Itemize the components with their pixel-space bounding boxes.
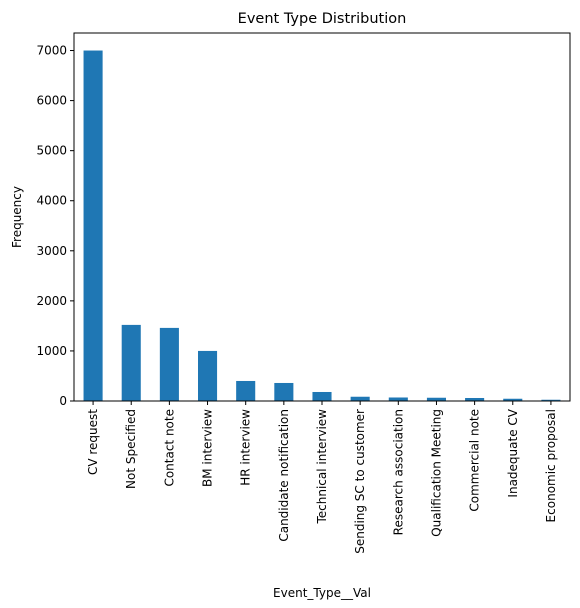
y-tick-label: 0 [59, 394, 67, 408]
x-tick-label: Commercial note [468, 409, 482, 512]
bar-qualification-meeting [426, 397, 446, 401]
x-tick-label: Contact note [162, 409, 176, 487]
x-axis-label: Event_Type__Val [273, 586, 371, 600]
x-tick-label: Sending SC to customer [353, 409, 367, 554]
bar-candidate-notification [274, 382, 294, 401]
x-tick-label: Economic proposal [544, 409, 558, 522]
bar-inadequate-cv [503, 398, 523, 401]
bar-contact-note [159, 327, 179, 401]
y-tick-label: 2000 [36, 294, 67, 308]
bar-bm-interview [198, 350, 218, 401]
bar-hr-interview [236, 380, 256, 401]
x-tick-label: Qualification Meeting [429, 409, 443, 537]
x-tick-label: HR interview [239, 409, 253, 486]
x-tick-label: Technical interview [315, 409, 329, 525]
y-tick-label: 4000 [36, 194, 67, 208]
y-tick-label: 1000 [36, 344, 67, 358]
x-tick-label: BM interview [201, 409, 215, 487]
y-axis-label: Frequency [10, 186, 24, 248]
x-tick-label: Candidate notification [277, 409, 291, 542]
x-tick-label: Inadequate CV [506, 408, 520, 497]
bars-group [83, 50, 561, 402]
y-tick-label: 7000 [36, 44, 67, 58]
y-tick-label: 3000 [36, 244, 67, 258]
bar-commercial-note [465, 397, 485, 401]
bar-research-association [388, 397, 408, 401]
x-axis: CV request Not Specified Contact note BM in… [86, 401, 558, 554]
y-tick-label: 6000 [36, 94, 67, 108]
chart-title: Event Type Distribution [238, 11, 407, 27]
plot-frame [73, 32, 571, 402]
bar-cv-request [83, 50, 103, 402]
x-tick-label: CV request [86, 409, 100, 475]
y-tick-label: 5000 [36, 144, 67, 158]
bar-economic-proposal [541, 399, 561, 401]
x-tick-label: Not Specified [124, 409, 138, 489]
y-axis: 0 1000 2000 3000 4000 5000 6000 7000 [36, 44, 74, 408]
bar-sending-sc-to-customer [350, 396, 370, 401]
bar-technical-interview [312, 391, 332, 401]
x-tick-label: Research association [391, 409, 405, 535]
bar-not-specified [121, 324, 141, 401]
